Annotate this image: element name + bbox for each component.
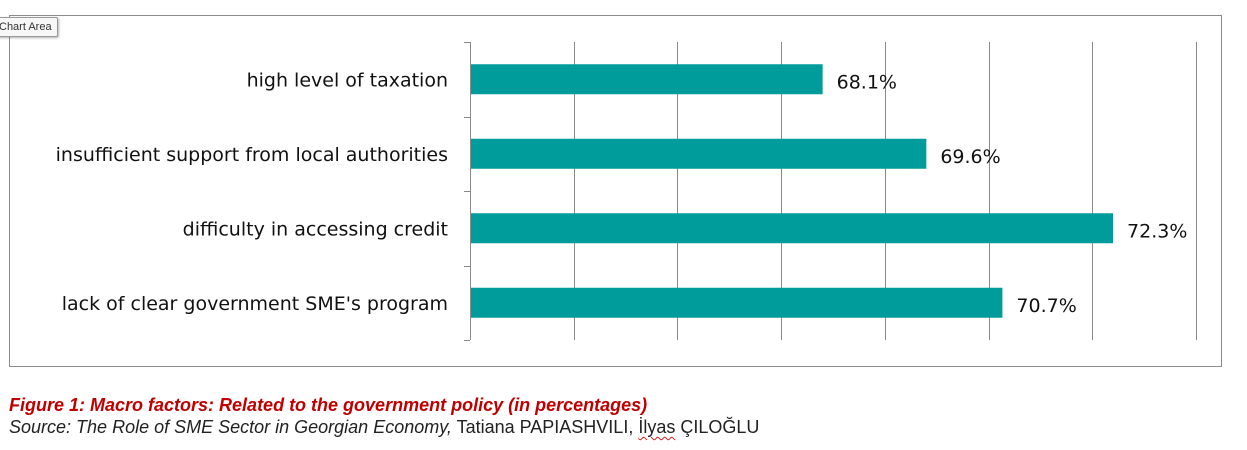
data-label: 70.7%: [1016, 295, 1076, 317]
category-label: insufficient support from local authorit…: [56, 144, 448, 166]
data-label: 72.3%: [1127, 220, 1187, 242]
category-label: high level of taxation: [247, 69, 448, 91]
bar-chart: high level of taxation 68.1% insufficient …: [56, 42, 1197, 341]
category-label: lack of clear government SME's program: [62, 293, 448, 315]
category-label: difficulty in accessing credit: [183, 218, 448, 240]
data-label: 68.1%: [837, 71, 897, 93]
data-label: 69.6%: [940, 146, 1000, 168]
source-work-title: The Role of SME Sector in Georgian Econo…: [76, 417, 452, 437]
source-authors: Tatiana PAPIASHVILI,: [451, 417, 639, 437]
bar[interactable]: [471, 213, 1114, 244]
source-author-surname: ÇILOĞLU: [675, 417, 760, 437]
bar[interactable]: [471, 287, 1003, 318]
bar[interactable]: [471, 138, 927, 169]
source-author-first-name: İlyas: [638, 417, 676, 437]
figure-title: Figure 1: Macro factors: Related to the …: [9, 395, 648, 415]
chart-area-tooltip: Chart Area: [0, 17, 58, 37]
figure-source: Source: The Role of SME Sector in Georgi…: [9, 416, 759, 438]
bar[interactable]: [471, 64, 823, 95]
figure-caption: Figure 1: Macro factors: Related to the …: [9, 394, 759, 438]
source-prefix: Source:: [9, 417, 77, 437]
